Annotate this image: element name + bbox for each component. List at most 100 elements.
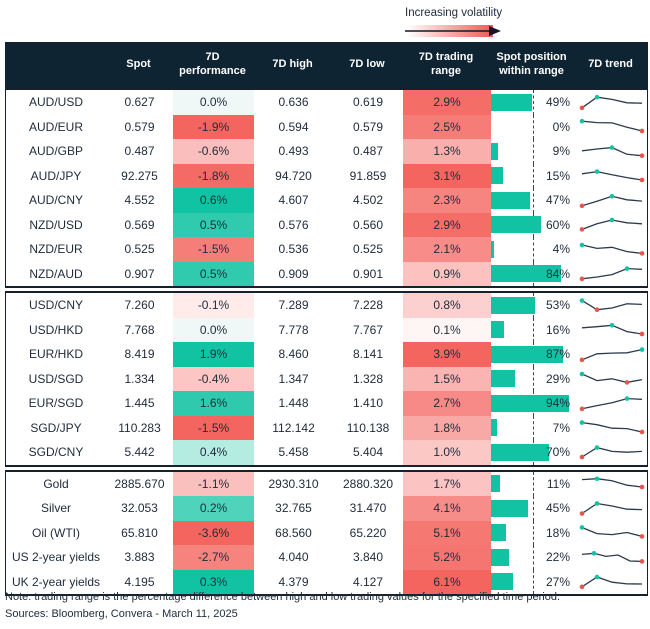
trading-range-cell: 1.8% <box>403 415 491 440</box>
spot-value: 92.275 <box>121 168 158 183</box>
trend-sparkline <box>574 293 649 318</box>
trend-line <box>581 96 642 109</box>
trend-line <box>581 576 642 588</box>
trend-high-dot <box>609 193 614 199</box>
position-value: 53% <box>545 298 570 313</box>
performance-cell: 1.6% <box>173 391 254 416</box>
range-midpoint-dashed-line <box>532 317 534 342</box>
sparkline-svg <box>579 94 642 110</box>
table-row[interactable]: Silver 32.053 0.2% 32.765 31.470 4.1% 45… <box>6 496 647 521</box>
table-row[interactable]: Gold 2885.670 -1.1% 2930.310 2880.320 1.… <box>6 471 647 496</box>
spot-position-cell: 53% <box>491 293 574 318</box>
sparkline-svg <box>581 550 644 564</box>
low-value: 0.525 <box>352 242 384 257</box>
performance-cell: 0.6% <box>173 188 254 213</box>
trend-low-dot <box>639 153 644 158</box>
sparkline-svg <box>581 323 644 337</box>
spot-value: 65.810 <box>121 525 158 540</box>
trading-range-cell: 2.1% <box>403 237 491 262</box>
trend-line <box>581 397 642 410</box>
spot-value: 0.569 <box>124 217 155 232</box>
position-value: 29% <box>545 371 570 386</box>
position-value: 18% <box>545 525 570 540</box>
spot-position-cell: 47% <box>491 188 574 213</box>
range-midpoint-dashed-line <box>532 415 534 440</box>
table-row[interactable]: AUD/EUR 0.579 -1.9% 0.594 0.579 2.5% 0% <box>6 114 647 139</box>
low-value: 65.220 <box>349 525 387 540</box>
instrument-label: Gold <box>43 476 69 491</box>
range-midpoint-dashed-line <box>532 237 534 262</box>
trend-high-dot <box>579 119 584 124</box>
table-row[interactable]: UK 2-year yields 4.195 0.3% 4.379 4.127 … <box>6 569 647 594</box>
sparkline-svg <box>579 574 642 590</box>
instrument-label: SGD/CNY <box>28 445 84 460</box>
instrument-label: US 2-year yields <box>11 550 101 565</box>
spot-value: 4.552 <box>124 193 155 208</box>
low-value: 0.579 <box>352 119 384 134</box>
spot-value: 0.907 <box>124 266 155 281</box>
range-midpoint-dashed-line <box>532 114 534 139</box>
spot-value: 0.579 <box>124 119 155 134</box>
range-midpoint-dashed-line <box>532 366 534 391</box>
trend-low-dot <box>639 128 644 134</box>
instrument-label: EUR/HKD <box>28 347 83 362</box>
instrument-label: NZD/EUR <box>29 242 83 257</box>
position-bar <box>491 93 532 111</box>
low-value: 3.840 <box>352 550 384 565</box>
trend-sparkline <box>574 213 649 238</box>
position-value: 9% <box>552 144 570 159</box>
instrument-label: AUD/EUR <box>28 119 83 134</box>
low-value: 0.901 <box>352 266 384 281</box>
sparkline-svg <box>579 266 642 282</box>
table-row[interactable]: Oil (WTI) 65.810 -3.6% 68.560 65.220 5.1… <box>6 520 647 545</box>
trading-range-cell: 1.0% <box>403 440 491 465</box>
table-row[interactable]: US 2-year yields 3.883 -2.7% 4.040 3.840… <box>6 545 647 570</box>
table-row[interactable]: AUD/CNY 4.552 0.6% 4.607 4.502 2.3% 47% <box>6 188 647 213</box>
trend-sparkline <box>574 391 649 416</box>
performance-cell: 1.9% <box>173 342 254 367</box>
table-row[interactable]: USD/HKD 7.768 0.0% 7.778 7.767 0.1% 16% <box>6 317 649 343</box>
footnote: Note: trading range is the percentage di… <box>5 591 561 603</box>
spot-value: 7.260 <box>124 298 155 313</box>
table-row[interactable]: SGD/CNY 5.442 0.4% 5.458 5.404 1.0% 70% <box>6 440 647 465</box>
trend-low-dot <box>594 307 599 312</box>
table-row[interactable]: SGD/JPY 110.283 -1.5% 112.142 110.138 1.… <box>6 415 647 440</box>
instrument-label: SGD/JPY <box>30 420 82 435</box>
position-bar <box>491 265 561 282</box>
table-row[interactable]: NZD/USD 0.569 0.5% 0.576 0.560 2.9% 60% <box>6 212 649 238</box>
range-midpoint-dashed-line <box>532 163 534 188</box>
trend-line <box>581 348 642 361</box>
position-value: 60% <box>545 217 570 232</box>
instrument-label: UK 2-year yields <box>11 574 101 589</box>
spot-position-cell: 29% <box>491 366 574 391</box>
position-value: 0% <box>552 119 570 134</box>
high-value: 0.576 <box>278 217 309 232</box>
performance-cell: -3.6% <box>173 520 254 545</box>
table-row[interactable]: AUD/JPY 92.275 -1.8% 94.720 91.859 3.1% … <box>6 163 647 188</box>
trend-line <box>581 171 642 181</box>
instrument-group: USD/CNY 7.260 -0.1% 7.289 7.228 0.8% 53%… <box>5 291 648 467</box>
position-bar <box>491 394 570 412</box>
table-row[interactable]: AUD/USD 0.627 0.0% 0.636 0.619 2.9% 49% <box>6 90 647 115</box>
table-row[interactable]: NZD/AUD 0.907 0.5% 0.909 0.901 0.9% 84% <box>6 261 647 286</box>
trading-range-cell: 1.3% <box>403 139 491 164</box>
footer: Note: trading range is the percentage di… <box>5 591 645 620</box>
position-value: 16% <box>545 322 570 337</box>
position-bar <box>491 370 516 387</box>
instrument-group: AUD/USD 0.627 0.0% 0.636 0.619 2.9% 49% … <box>5 88 648 288</box>
table-row[interactable]: EUR/SGD 1.445 1.6% 1.448 1.410 2.7% 94% <box>6 391 647 416</box>
table-row[interactable]: EUR/HKD 8.419 1.9% 8.460 8.141 3.9% 87% <box>6 342 647 367</box>
table-row[interactable]: AUD/GBP 0.487 -0.6% 0.493 0.487 1.3% 9% <box>6 139 647 164</box>
range-midpoint-dashed-line <box>532 139 534 164</box>
position-bar <box>491 499 529 517</box>
table-row[interactable]: USD/SGD 1.334 -0.4% 1.347 1.328 1.5% 29% <box>6 366 647 391</box>
header-7d-high: 7D high <box>272 58 313 71</box>
table-row[interactable]: NZD/EUR 0.525 -1.5% 0.536 0.525 2.1% 4% <box>6 237 647 262</box>
table-row[interactable]: USD/CNY 7.260 -0.1% 7.289 7.228 0.8% 53% <box>6 293 647 318</box>
sparkline-svg <box>579 119 644 134</box>
low-value: 2880.320 <box>342 476 394 491</box>
instrument-label: AUD/GBP <box>28 144 83 159</box>
performance-cell: -1.8% <box>173 163 254 188</box>
trend-sparkline <box>574 318 649 343</box>
low-value: 0.560 <box>352 217 384 232</box>
